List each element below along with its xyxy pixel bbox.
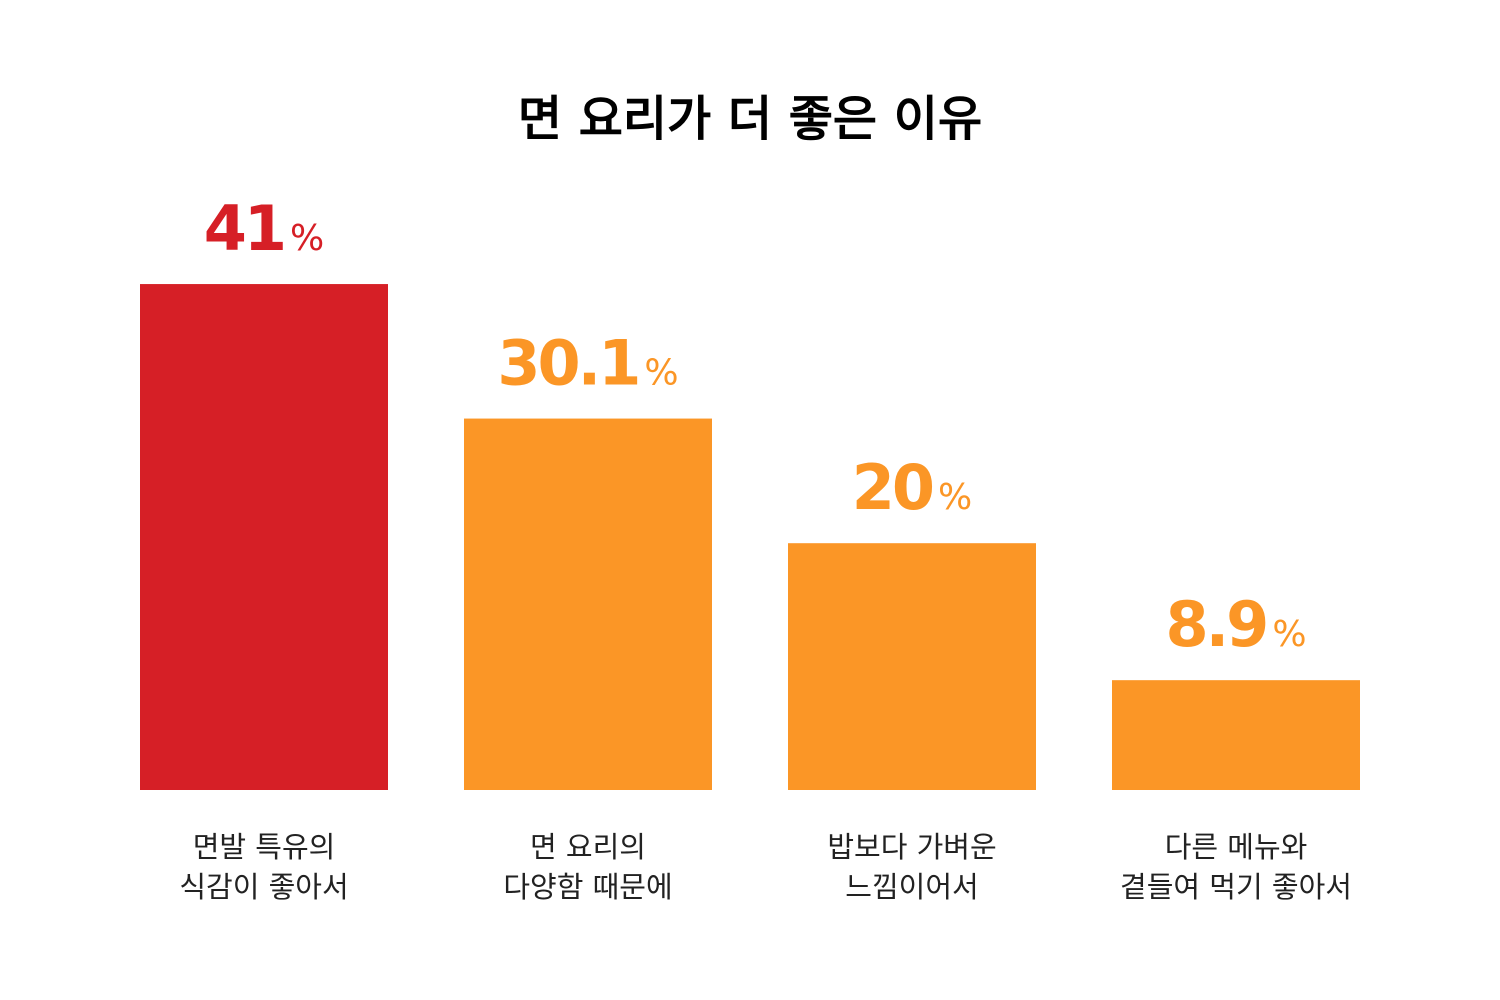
- x-tick-label: 곁들여 먹기 좋아서: [1120, 870, 1352, 904]
- x-tick-label: 다른 메뉴와: [1165, 830, 1308, 864]
- value-label: 30.1%: [497, 327, 678, 400]
- bar: [464, 418, 712, 790]
- x-tick-label: 식감이 좋아서: [179, 870, 348, 904]
- x-tick-label: 면 요리의: [530, 830, 646, 864]
- chart-title: 면 요리가 더 좋은 이유: [518, 91, 982, 147]
- value-label: 8.9%: [1165, 588, 1306, 661]
- bar: [140, 284, 388, 790]
- x-tick-label: 밥보다 가벼운: [827, 830, 996, 864]
- value-label: 20%: [852, 451, 973, 524]
- value-label: 41%: [204, 192, 325, 265]
- x-tick-label: 느낌이어서: [845, 870, 978, 904]
- bar: [788, 543, 1036, 790]
- x-tick-label: 다양함 때문에: [503, 870, 672, 904]
- bar: [1112, 680, 1360, 790]
- x-tick-label: 면발 특유의: [193, 830, 336, 864]
